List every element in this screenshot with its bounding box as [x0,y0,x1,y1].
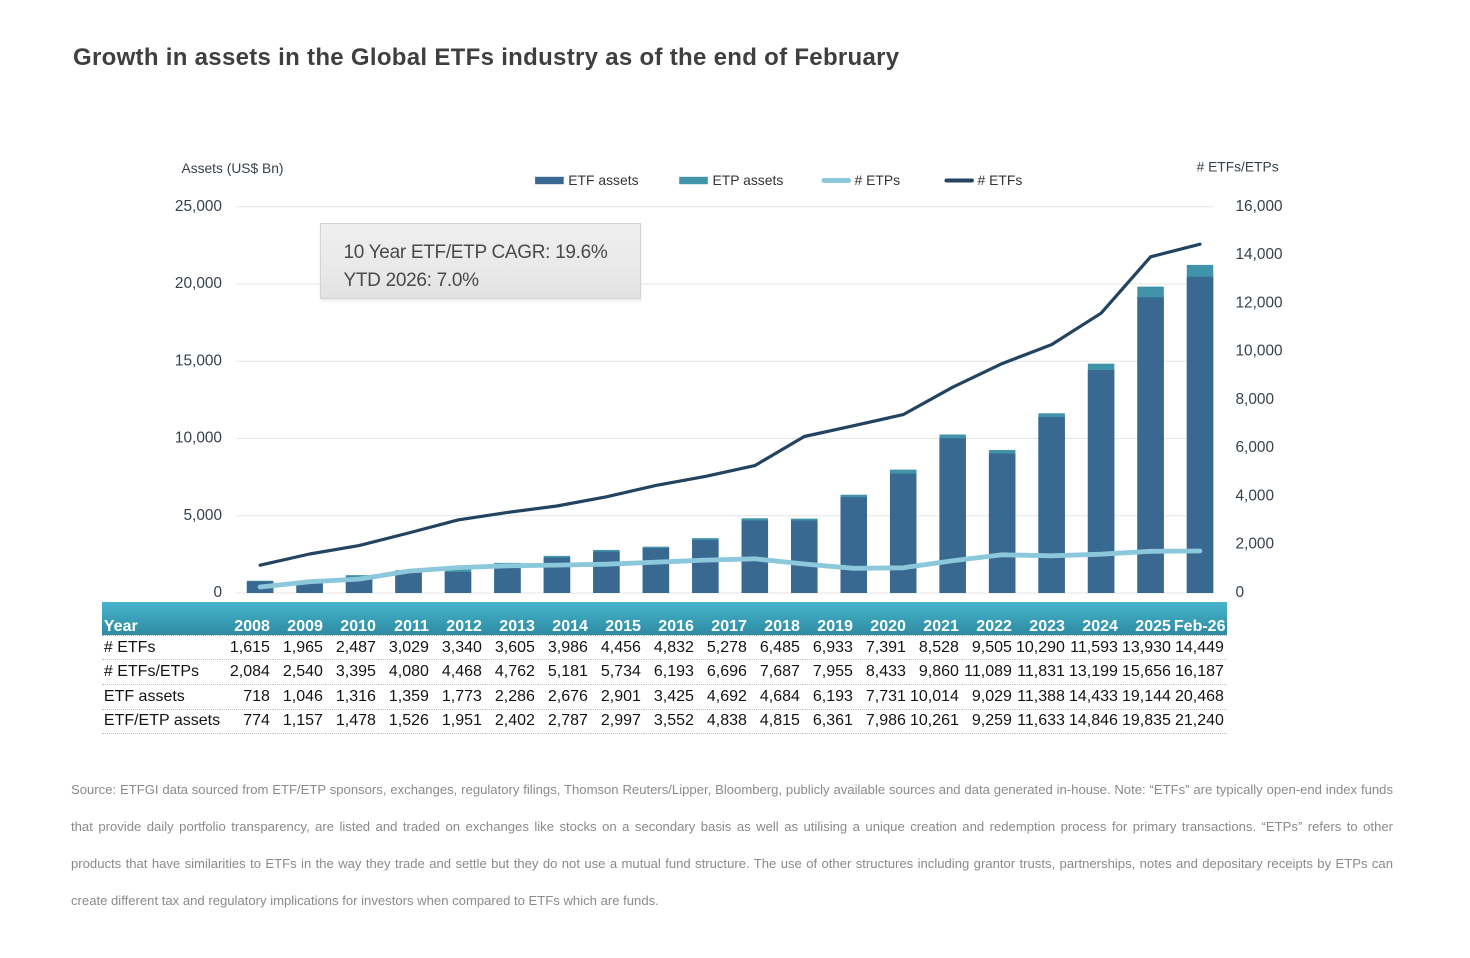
svg-text:ETF assets: ETF assets [568,172,638,188]
svg-text:# ETFs/ETPs: # ETFs/ETPs [1197,160,1279,175]
svg-text:0: 0 [213,584,222,601]
svg-text:15,000: 15,000 [175,352,222,369]
svg-text:10,000: 10,000 [175,430,222,447]
svg-text:25,000: 25,000 [175,198,222,215]
svg-text:12,000: 12,000 [1236,294,1283,311]
svg-text:6,000: 6,000 [1236,439,1275,456]
svg-text:20,000: 20,000 [175,275,222,292]
svg-text:14,000: 14,000 [1236,246,1283,263]
svg-text:ETP assets: ETP assets [713,172,784,188]
svg-text:8,000: 8,000 [1236,391,1275,408]
svg-text:Assets (US$ Bn): Assets (US$ Bn) [182,161,284,176]
svg-text:# ETPs: # ETPs [855,172,901,188]
svg-text:# ETFs: # ETFs [978,172,1023,188]
svg-text:2,000: 2,000 [1236,536,1275,553]
svg-text:0: 0 [1236,584,1245,601]
svg-text:4,000: 4,000 [1236,487,1275,504]
svg-text:10,000: 10,000 [1236,343,1283,360]
svg-text:5,000: 5,000 [183,507,222,524]
svg-text:16,000: 16,000 [1236,198,1283,215]
